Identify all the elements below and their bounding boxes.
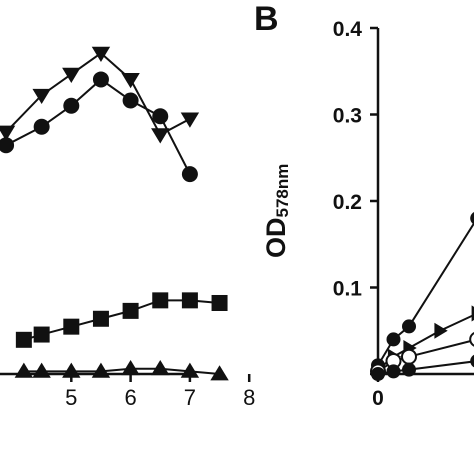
panel-a-data-point [181, 292, 198, 309]
panel-a-series-4 [14, 359, 229, 381]
panel-a-data-point [122, 302, 139, 319]
panel-a-x-tick-label: 8 [243, 385, 255, 410]
panel-b-y-tick-label: 0.1 [333, 278, 363, 301]
panel-a-data-point [91, 46, 111, 62]
panel-b-series-line [377, 221, 474, 366]
y-axis-label-subscript: 578nm [273, 164, 292, 218]
panel-a-data-point [92, 71, 109, 88]
panel-a-data-point [63, 97, 80, 114]
panel-a-x-tick-labels: 5 6 7 8 [65, 385, 255, 410]
panel-a-data-point [210, 365, 229, 381]
panel-b-data-point [470, 354, 474, 368]
panel-b-series-3 [370, 332, 474, 380]
panel-b-series [370, 212, 474, 381]
panel-a-data-point [62, 67, 81, 83]
panel-b-data-point [371, 367, 385, 381]
panel-b-y-tick-labels: 0.1 0.2 0.3 0.4 [333, 18, 363, 301]
y-axis-label: OD [261, 218, 291, 259]
panel-a-data-point [180, 112, 200, 128]
panel-b-series-1 [371, 212, 474, 373]
panel-a-data-point [91, 362, 111, 378]
panel-a-data-point [181, 166, 198, 183]
panel-b-data-point [471, 305, 474, 322]
panel-a-series-1 [0, 46, 200, 144]
panel-b-y-label: OD578nm [261, 164, 292, 258]
panel-a-series [0, 46, 229, 381]
panel-b-x-tick-label: 0 [372, 387, 384, 410]
panel-a-data-point [33, 326, 50, 343]
panel-b-series-line [377, 339, 474, 373]
panel-b: B OD578nm 0.1 0.2 0.3 0.4 0 [254, 0, 474, 410]
panel-a-series-2 [0, 71, 198, 183]
panel-b-data-point [469, 332, 474, 347]
panel-b-data-point [386, 364, 401, 379]
panel-a-data-point [152, 108, 169, 125]
panel-a-data-point [63, 318, 80, 335]
panel-a-series-line [5, 78, 191, 175]
panel-b-data-point [386, 332, 401, 347]
panel-a-data-point [32, 88, 51, 105]
panel-a-data-point [15, 331, 32, 348]
panel-a-data-point [0, 125, 16, 141]
panel-a-series-3 [15, 292, 228, 348]
panel-a-data-point [121, 359, 140, 376]
panel-a-x-tick-label: 7 [184, 385, 196, 410]
panel-a-x-tick-label: 6 [124, 385, 136, 410]
panel-b-series-4 [371, 354, 474, 381]
panel-a-data-point [62, 362, 81, 378]
panel-a: 5 6 7 8 [0, 46, 255, 410]
panel-a-data-point [151, 359, 170, 376]
panel-a-data-point [211, 294, 228, 311]
panel-a-data-point [151, 128, 170, 144]
panel-a-data-point [122, 92, 139, 109]
panel-b-letter: B [254, 0, 279, 38]
panel-a-data-point [92, 310, 109, 327]
panel-b-x-tick-labels: 0 [372, 387, 384, 410]
panel-b-data-point [470, 212, 474, 225]
panel-b-data-point [434, 322, 448, 339]
panel-b-y-tick-label: 0.2 [333, 191, 362, 214]
panel-b-y-tick-label: 0.4 [333, 18, 363, 41]
panel-a-data-point [152, 292, 169, 309]
panel-a-x-tick-label: 5 [65, 385, 77, 410]
panel-a-data-point [121, 73, 140, 89]
panel-a-data-point [180, 362, 200, 378]
panel-a-data-point [14, 362, 34, 378]
panel-b-series-line [377, 360, 474, 375]
panel-a-data-point [32, 362, 51, 378]
panel-b-data-point [402, 319, 416, 334]
panel-b-y-tick-label: 0.3 [333, 105, 362, 128]
panel-a-data-point [0, 137, 15, 154]
panel-a-data-point [33, 118, 50, 135]
panel-b-data-point [402, 362, 416, 377]
panel-b-data-point [401, 348, 417, 365]
svg-text:OD578nm: OD578nm [261, 164, 292, 258]
